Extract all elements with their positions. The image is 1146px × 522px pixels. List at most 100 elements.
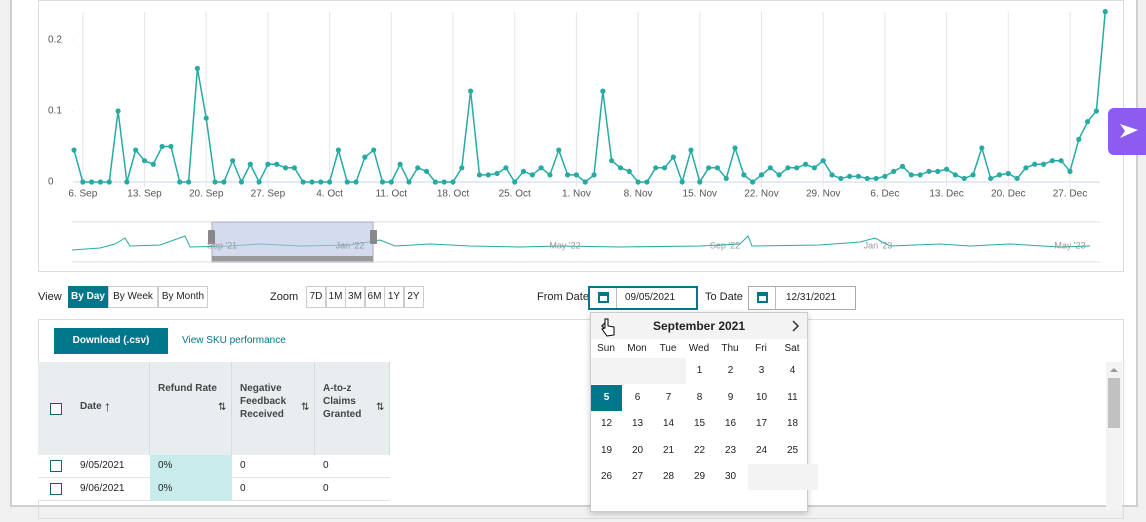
- calendar-day[interactable]: 28: [662, 471, 675, 482]
- point: [538, 165, 544, 171]
- point: [855, 173, 862, 179]
- calendar-day[interactable]: 21: [662, 444, 675, 456]
- point: [1076, 136, 1082, 142]
- point: [423, 168, 430, 174]
- point: [485, 172, 491, 178]
- point: [1014, 175, 1020, 182]
- calendar-day[interactable]: 15: [693, 418, 706, 429]
- point: [168, 143, 174, 150]
- point: [908, 172, 914, 178]
- next-month[interactable]: [789, 319, 801, 333]
- calendar-day[interactable]: 5: [591, 384, 622, 411]
- calendar-day[interactable]: 6: [634, 391, 641, 403]
- zoom-option[interactable]: 3M: [345, 286, 365, 308]
- calendar-day[interactable]: 2: [727, 365, 734, 376]
- point: [318, 179, 324, 185]
- calendar-day[interactable]: 9: [727, 391, 734, 403]
- row-checkbox[interactable]: [50, 460, 62, 472]
- navigator-handle[interactable]: [370, 230, 377, 244]
- assistant-button[interactable]: [1108, 108, 1146, 155]
- point: [829, 172, 835, 178]
- calendar-day[interactable]: 14: [662, 418, 675, 429]
- calendar-day[interactable]: 27: [631, 471, 644, 482]
- point: [203, 115, 209, 121]
- point: [1040, 161, 1047, 167]
- calendar-day[interactable]: 4: [789, 365, 796, 376]
- zoom-option[interactable]: 7D: [306, 286, 326, 308]
- calendar-day[interactable]: 23: [724, 444, 737, 456]
- calendar-day[interactable]: 13: [631, 418, 644, 429]
- from-date-input[interactable]: 09/05/2021: [588, 286, 698, 310]
- scroll-thumb[interactable]: [1108, 378, 1120, 428]
- point: [1058, 158, 1064, 164]
- point: [133, 147, 139, 153]
- point: [882, 173, 888, 179]
- sort-icon[interactable]: ⇅: [218, 402, 227, 413]
- navigator-scrollbar[interactable]: [212, 256, 373, 261]
- point: [697, 179, 703, 185]
- table-cell: 0: [240, 483, 246, 494]
- calendar-day[interactable]: 12: [600, 418, 613, 429]
- x-tick-label: 13. Sep: [127, 189, 162, 200]
- calendar-day[interactable]: 8: [696, 391, 703, 403]
- calendar-day[interactable]: 18: [786, 418, 799, 429]
- point: [397, 161, 403, 167]
- x-tick-label: 25. Oct: [499, 189, 531, 200]
- point: [379, 179, 386, 185]
- point: [1023, 165, 1029, 171]
- calendar-day[interactable]: 11: [787, 391, 798, 403]
- calendar-day[interactable]: 25: [786, 444, 799, 456]
- view-option[interactable]: By Week: [108, 286, 158, 308]
- navigator-handle[interactable]: [208, 230, 215, 244]
- to-date-input[interactable]: 12/31/2021: [748, 286, 856, 310]
- scroll-up[interactable]: [1106, 364, 1122, 376]
- sort-icon[interactable]: ↑: [104, 398, 111, 414]
- point: [1093, 108, 1100, 114]
- point: [626, 168, 632, 174]
- x-tick-label: 22. Nov: [744, 189, 778, 200]
- calendar-day[interactable]: 20: [631, 444, 644, 456]
- point: [185, 179, 192, 185]
- view-option[interactable]: By Month: [158, 286, 208, 308]
- calendar-day[interactable]: 10: [755, 391, 768, 403]
- calendar-day[interactable]: 1: [696, 365, 703, 376]
- point: [935, 168, 941, 174]
- navigator-label: Sep '22: [710, 240, 740, 250]
- calendar-day[interactable]: 19: [600, 444, 613, 456]
- point: [309, 179, 315, 185]
- calendar-day[interactable]: 30: [724, 471, 737, 482]
- view-option[interactable]: By Day: [68, 286, 108, 308]
- zoom-option[interactable]: 1Y: [384, 286, 404, 308]
- sort-icon[interactable]: ⇅: [376, 402, 385, 413]
- point: [1102, 9, 1108, 15]
- calendar-day[interactable]: 7: [665, 391, 672, 403]
- point: [670, 154, 676, 160]
- calendar-day[interactable]: 3: [758, 365, 765, 376]
- row-checkbox[interactable]: [50, 483, 62, 495]
- download-button[interactable]: Download (.csv): [54, 328, 168, 354]
- point: [1049, 158, 1055, 164]
- point: [256, 179, 262, 185]
- zoom-label: Zoom: [270, 291, 299, 303]
- header-checkbox[interactable]: [50, 403, 62, 415]
- zoom-option[interactable]: 2Y: [403, 286, 424, 308]
- point: [150, 161, 156, 167]
- point: [441, 179, 447, 185]
- from-label: From Date: [537, 291, 589, 303]
- calendar-day[interactable]: 17: [755, 418, 768, 429]
- point: [291, 165, 297, 171]
- scrollbar[interactable]: [1106, 362, 1122, 510]
- calendar-day[interactable]: 26: [600, 471, 613, 482]
- calendar-day[interactable]: 29: [693, 471, 706, 482]
- zoom-option[interactable]: 6M: [364, 286, 385, 308]
- zoom-option[interactable]: 1M: [325, 286, 346, 308]
- calendar-day[interactable]: 16: [724, 418, 737, 429]
- sku-link[interactable]: View SKU performance: [182, 335, 286, 346]
- empty-days: [591, 358, 686, 384]
- y-tick-label: 0: [48, 177, 54, 188]
- calendar-day[interactable]: 24: [755, 444, 768, 456]
- point: [838, 175, 844, 182]
- sort-icon[interactable]: ⇅: [301, 402, 310, 413]
- column-header: A-to-z Claims Granted: [315, 362, 390, 455]
- calendar-day[interactable]: 22: [693, 444, 706, 456]
